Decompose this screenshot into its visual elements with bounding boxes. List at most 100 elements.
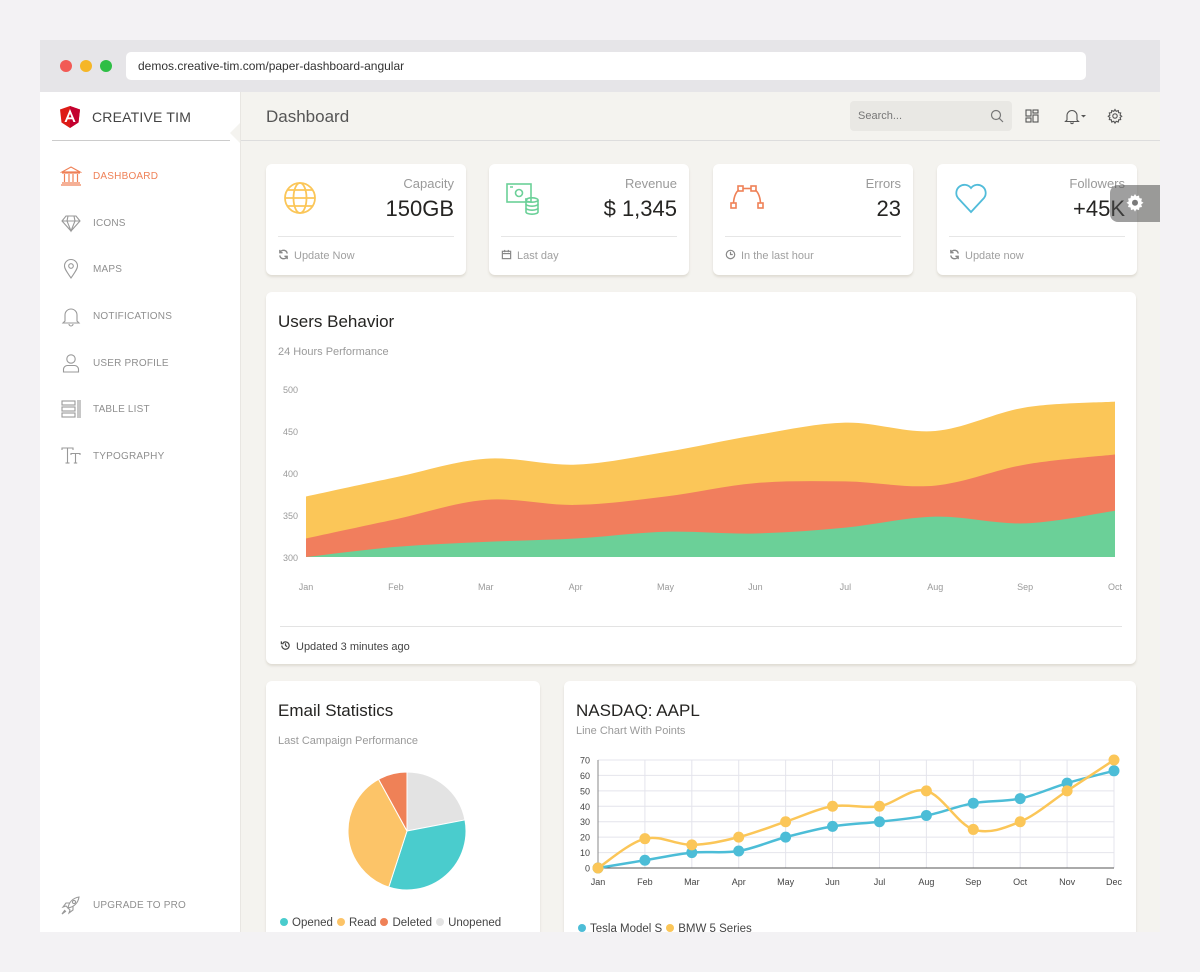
y-tick-label: 400 [283,469,298,479]
notifications-dropdown-icon[interactable] [1063,107,1089,125]
card-subtitle: 24 Hours Performance [278,346,389,358]
calendar-icon [501,249,512,260]
x-tick-label: Aug [918,877,934,887]
y-tick-label: 50 [580,786,590,796]
legend-label: BMW 5 Series [678,923,752,932]
x-tick-label: Mar [478,582,494,592]
stat-footer[interactable]: Update now [949,249,1024,262]
sidebar-item-notifications[interactable]: NOTIFICATIONS [60,305,230,329]
refresh-icon [279,249,288,260]
minimize-window-button[interactable] [80,60,92,72]
top-navbar: Dashboard [241,92,1160,141]
legend-item: Opened [280,917,333,929]
x-tick-label: Jun [825,877,840,887]
data-point [1061,785,1073,797]
x-tick-label: Jan [591,877,606,887]
pie-legend: Opened Read Deleted Unopened [280,917,505,929]
legend-label: Tesla Model S [590,923,663,932]
data-point [873,800,885,812]
stat-footer-text: Last day [517,250,559,262]
legend-item: Read [336,917,376,929]
vector-icon [730,185,764,209]
x-tick-label: Sep [965,877,981,887]
card-title: Email Statistics [278,701,394,720]
email-statistics-card: Email Statistics Last Campaign Performan… [266,681,540,932]
line-series-1 [597,758,1115,870]
map-pin-icon [63,258,79,279]
y-tick-label: 40 [580,802,590,812]
fixed-plugin-settings-button[interactable] [1110,185,1160,222]
legend-label: Opened [292,917,333,929]
x-tick-label: May [777,877,795,887]
card-subtitle: Last Campaign Performance [278,735,419,747]
sidebar-item-label: TABLE LIST [93,404,150,415]
data-point [780,816,792,828]
upgrade-label: UPGRADE TO PRO [93,900,187,911]
address-bar[interactable]: demos.creative-tim.com/paper-dashboard-a… [126,52,1086,80]
data-point [827,800,839,812]
x-tick-label: Jun [748,582,763,592]
users-behavior-area-chart: 300 350 400 450 500 Jan Feb Mar Apr May Jun Jul Aug S… [283,385,1123,592]
data-point [1061,777,1073,789]
x-tick-label: Sep [1017,582,1033,592]
data-point [733,831,745,843]
sidebar-item-user-profile[interactable]: USER PROFILE [60,352,230,376]
search-input[interactable] [858,107,983,125]
x-tick-label: Jul [874,877,886,887]
stat-label: Capacity [403,176,454,191]
nasdaq-card: NASDAQ: AAPL Line Chart With Points 0 10 2… [564,681,1136,932]
text-icon [61,447,81,464]
bell-icon [61,308,81,327]
close-window-button[interactable] [60,60,72,72]
stat-footer[interactable]: Update Now [278,249,355,262]
x-tick-label: May [657,582,675,592]
settings-gear-icon[interactable] [1106,107,1124,125]
sidebar-item-icons[interactable]: ICONS [60,212,230,236]
x-tick-label: Oct [1108,582,1123,592]
data-point [1014,816,1026,828]
maximize-window-button[interactable] [100,60,112,72]
brand[interactable]: CREATIVE TIM [60,106,230,140]
stat-divider [949,236,1125,237]
y-tick-label: 500 [283,385,298,395]
x-tick-label: Oct [1013,877,1028,887]
sidebar-item-dashboard[interactable]: DASHBOARD [60,165,230,189]
legend-item: Deleted [380,917,432,929]
gear-icon [1126,194,1144,212]
sidebar-item-table-list[interactable]: TABLE LIST [60,398,230,422]
legend-dot [666,924,675,932]
brand-divider [52,140,230,141]
legend-dot [380,918,389,926]
list-icon [61,400,81,418]
y-tick-label: 450 [283,427,298,437]
x-tick-label: Aug [927,582,943,592]
x-tick-label: Feb [388,582,404,592]
stat-value: 150GB [385,196,455,221]
sidebar-item-typography[interactable]: TYPOGRAPHY [60,445,230,469]
stat-card-capacity: Capacity 150GB Update Now [266,164,466,275]
search-icon[interactable] [989,108,1005,124]
diamond-icon [61,215,81,233]
x-tick-label: Jan [299,582,314,592]
sidebar-item-maps[interactable]: MAPS [60,258,230,282]
area-series-2 [306,510,1115,557]
card-title: Users Behavior [278,312,395,331]
x-tick-label: Jul [840,582,852,592]
dashboard-grid-icon[interactable] [1023,107,1041,125]
stat-value: $ 1,345 [603,196,677,221]
page-title: Dashboard [266,107,350,126]
rocket-icon [61,896,80,915]
stat-footer-text: Update now [965,250,1024,262]
x-tick-label: Feb [637,877,653,887]
users-behavior-card: Users Behavior 24 Hours Performance 300 3… [266,292,1136,664]
upgrade-to-pro-button[interactable]: UPGRADE TO PRO [60,894,230,918]
clock-icon [725,249,736,260]
y-tick-label: 60 [580,771,590,781]
stat-footer: Last day [501,249,559,262]
legend-item: Unopened [436,917,501,929]
data-point [780,831,792,843]
legend-dot [436,918,445,926]
stat-divider [278,236,454,237]
y-tick-label: 350 [283,511,298,521]
browser-window: demos.creative-tim.com/paper-dashboard-a… [40,40,1160,932]
